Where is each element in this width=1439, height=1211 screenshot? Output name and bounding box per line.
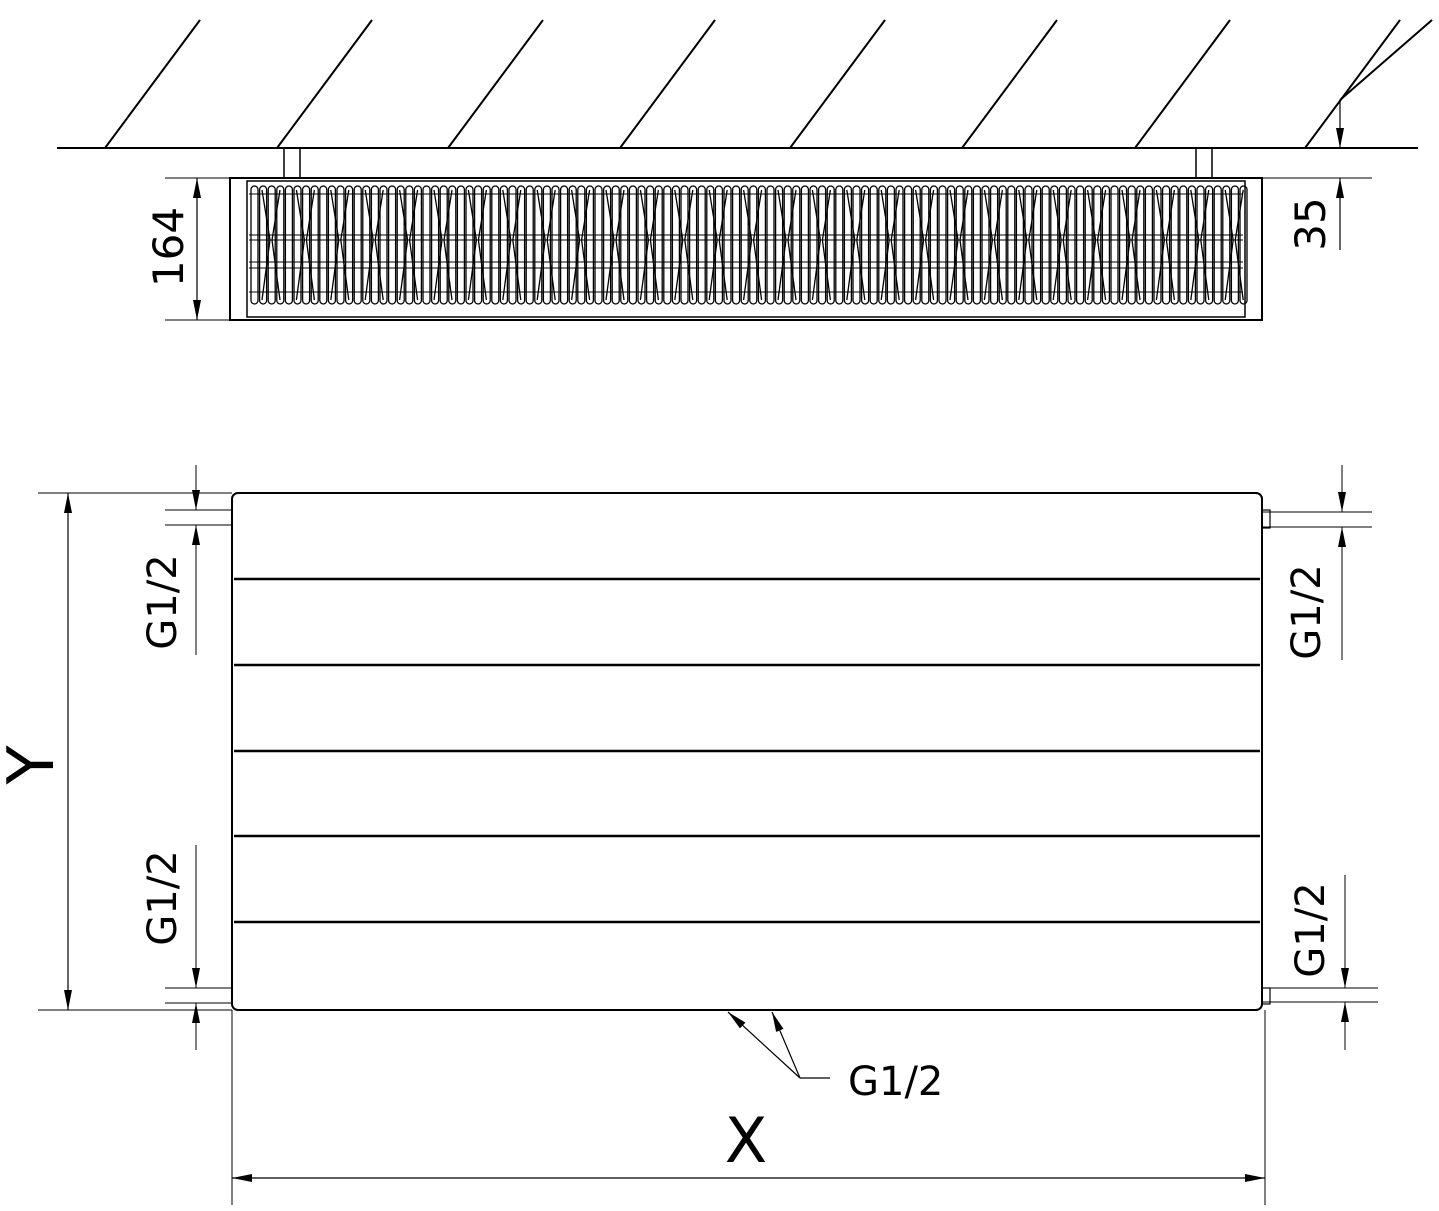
wall-hatching	[104, 19, 1433, 149]
radiator-fins	[249, 185, 1248, 305]
label-left-bottom-g12: G1/2	[140, 850, 186, 945]
label-x: X	[725, 1104, 767, 1177]
label-y: Y	[0, 745, 69, 786]
bracket-left	[283, 147, 301, 179]
label-left-top-g12: G1/2	[140, 554, 186, 649]
label-35: 35	[1286, 197, 1335, 250]
label-164: 164	[144, 207, 193, 287]
bottom-connection-leader	[727, 1011, 830, 1079]
bracket-right	[1195, 147, 1213, 179]
label-bottom-g12: G1/2	[848, 1059, 943, 1105]
label-right-top-g12: G1/2	[1284, 564, 1330, 659]
label-right-bottom-g12: G1/2	[1288, 882, 1334, 977]
radiator-top-view	[229, 177, 1263, 321]
radiator-front-view	[231, 492, 1263, 1011]
panel-grooves	[234, 577, 1260, 924]
